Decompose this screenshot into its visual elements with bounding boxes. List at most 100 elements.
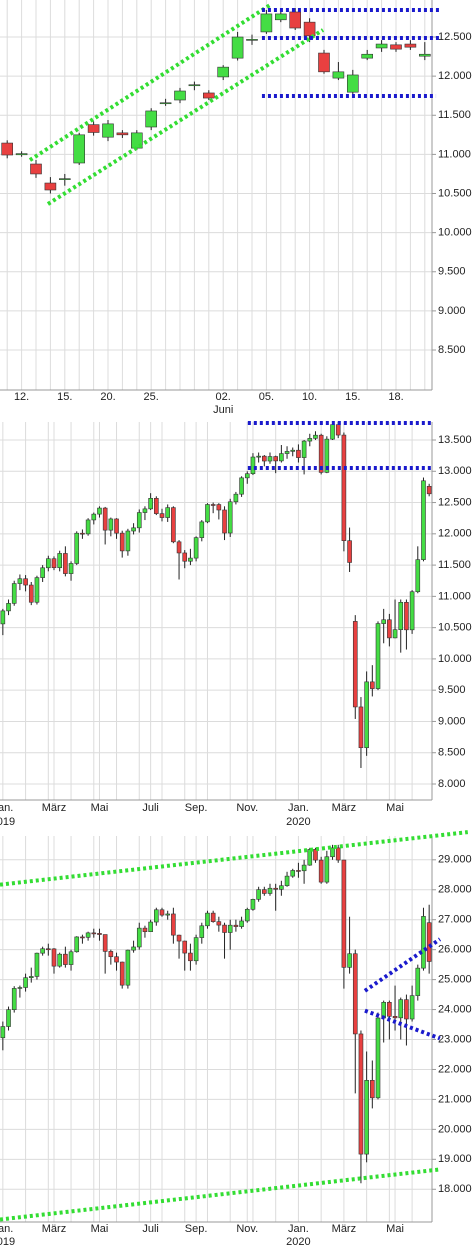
candle-body xyxy=(239,920,244,927)
y-tick-label: 19.000 xyxy=(438,1153,472,1165)
candle-body xyxy=(97,933,102,935)
x-tick-label: 05. xyxy=(259,391,274,403)
candle-body xyxy=(91,932,97,935)
x-tick-label: Mai xyxy=(91,802,109,814)
candle-body xyxy=(136,927,142,948)
y-tick-label: 12.000 xyxy=(438,70,472,82)
candle-body xyxy=(375,1017,381,1099)
candle-body xyxy=(73,134,85,164)
candle-body xyxy=(0,1026,6,1039)
y-tick-label: 11.500 xyxy=(438,109,471,121)
candle-body xyxy=(233,493,239,503)
candle-body xyxy=(421,480,426,560)
candle-body xyxy=(324,856,330,883)
y-tick-label: 27.000 xyxy=(438,914,472,926)
candle-body xyxy=(11,583,17,604)
candle-body xyxy=(30,163,42,175)
y-tick-label: 11.000 xyxy=(438,590,471,602)
x-tick-label: Juli xyxy=(142,802,159,814)
candle-body xyxy=(387,1002,392,1017)
candle-body xyxy=(364,1080,369,1155)
candle-body xyxy=(6,603,11,612)
candle-body xyxy=(227,924,233,933)
candle-body xyxy=(171,507,176,543)
candle-body xyxy=(303,21,316,37)
x-sub-label: 2019 xyxy=(0,1236,15,1248)
candle-body xyxy=(404,602,409,631)
candle-body xyxy=(341,434,347,542)
candle-body xyxy=(74,532,80,564)
trend-line xyxy=(0,1167,441,1222)
candle-body xyxy=(28,584,34,603)
x-tick-label: Jan. xyxy=(0,1223,13,1235)
candle-body xyxy=(205,912,210,927)
candle-body xyxy=(40,948,45,954)
candle-body xyxy=(296,449,301,458)
x-tick-label: 15. xyxy=(345,391,360,403)
candle-body xyxy=(375,623,381,689)
candle-body xyxy=(222,924,227,933)
y-tick-label: 12.000 xyxy=(438,528,472,540)
candle-body xyxy=(216,504,222,511)
y-tick-label: 22.000 xyxy=(438,1063,472,1075)
candle-body xyxy=(176,934,182,942)
candle-body xyxy=(279,453,284,462)
candle-body xyxy=(246,39,258,41)
x-tick-label: Sep. xyxy=(185,802,208,814)
candle-body xyxy=(332,71,345,79)
x-sub-label: 2020 xyxy=(286,1236,310,1248)
candle-body xyxy=(250,899,256,910)
candle-body xyxy=(159,909,165,916)
candle-body xyxy=(176,541,182,554)
candle-body xyxy=(370,1080,375,1099)
x-tick-label: 15. xyxy=(57,391,72,403)
candle-body xyxy=(335,847,341,861)
candle-body xyxy=(102,934,108,952)
candle-body xyxy=(244,473,250,479)
candle-body xyxy=(361,53,374,59)
y-tick-label: 9.000 xyxy=(438,305,466,317)
candle-body xyxy=(188,84,201,87)
candle-body xyxy=(227,501,233,534)
candle-body xyxy=(318,859,324,883)
x-tick-label: 02. xyxy=(216,391,231,403)
candle-body xyxy=(210,912,216,922)
candle-body xyxy=(222,509,227,534)
trend-line xyxy=(0,830,469,887)
candle-body xyxy=(313,434,318,439)
candle-body xyxy=(284,875,290,887)
candle-body xyxy=(375,43,388,49)
candle-body xyxy=(404,999,409,1020)
candle-body xyxy=(341,859,347,968)
y-tick-label: 9.500 xyxy=(438,266,466,278)
candle-body xyxy=(387,619,392,639)
candle-body xyxy=(313,849,318,861)
y-tick-label: 11.500 xyxy=(438,559,471,571)
candle-body xyxy=(188,952,193,962)
candle-body xyxy=(119,961,125,986)
candle-body xyxy=(358,1033,364,1155)
candle-body xyxy=(290,870,296,877)
candle-body xyxy=(165,913,170,916)
candle-body xyxy=(199,925,205,938)
candle-body xyxy=(15,153,28,156)
y-tick-label: 10.500 xyxy=(438,622,472,634)
x-tick-label: März xyxy=(332,1223,356,1235)
y-tick-label: 8.000 xyxy=(438,778,466,790)
candle-body xyxy=(148,498,153,510)
candle-body xyxy=(262,455,267,462)
candle-body xyxy=(114,956,119,963)
candle-body xyxy=(289,11,302,29)
candle-body xyxy=(108,518,114,531)
candle-body xyxy=(46,948,51,951)
candle-body xyxy=(182,552,188,562)
x-tick-label: 25. xyxy=(144,391,159,403)
candle-body xyxy=(125,949,131,986)
candle-body xyxy=(57,953,62,967)
candle-body xyxy=(51,948,57,967)
candle-body xyxy=(102,123,114,138)
x-tick-label: Sep. xyxy=(185,1223,208,1235)
candle-body xyxy=(274,13,287,21)
candle-body xyxy=(216,921,222,926)
candle-body xyxy=(80,532,85,535)
